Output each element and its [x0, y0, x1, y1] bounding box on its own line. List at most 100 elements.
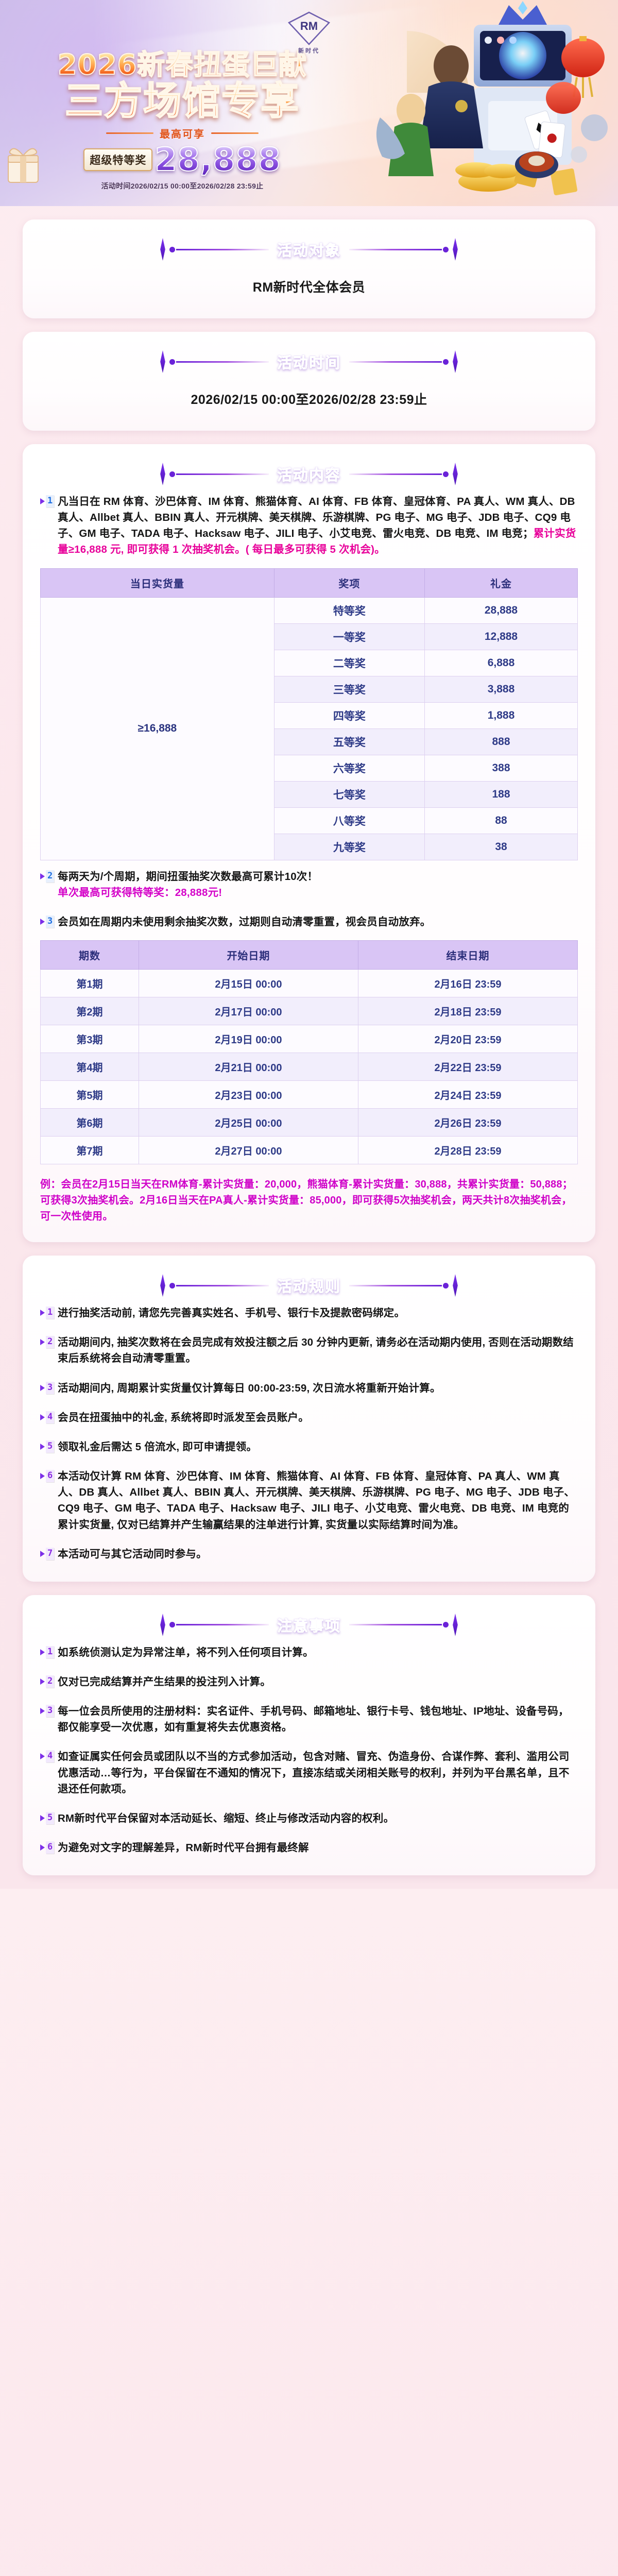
prize-name-cell: 二等奖	[273, 649, 425, 676]
notice-item: 3 每一位会员所使用的注册材料：实名证件、手机号码、邮箱地址、银行卡号、钱包地址、…	[40, 1703, 578, 1735]
dot-right-icon	[443, 1282, 449, 1289]
triangle-bullet-icon	[40, 1473, 45, 1480]
rule-right	[349, 361, 442, 363]
super-prize-amount: 28,888	[154, 141, 281, 179]
dot-right-icon	[443, 471, 449, 477]
triangle-bullet-icon	[40, 873, 45, 879]
rule-right	[349, 1624, 442, 1626]
table-row: 第6期 2月25日 00:00 2月26日 23:59	[40, 1108, 578, 1137]
period-end-cell: 2月20日 23:59	[357, 1025, 578, 1054]
diamond-left-icon	[160, 350, 165, 373]
triangle-bullet-icon	[40, 1310, 45, 1316]
banner-title-block: 2026新春扭蛋巨献 三方场馆专享 最高可享 超级特等奖 28,888 活动时间…	[18, 49, 347, 191]
prize-name-cell: 三等奖	[273, 675, 425, 703]
list-marker: 1	[40, 1645, 58, 1658]
divider-right	[211, 132, 259, 134]
prize-table-header-row: 当日实货量 奖项 礼金	[40, 568, 578, 598]
period-cell: 第7期	[40, 1136, 139, 1165]
list-marker: 5	[40, 1439, 58, 1453]
rule-right	[349, 248, 442, 250]
rule-item: 3 活动期间内, 周期累计实货量仅计算每日 00:00-23:59, 次日流水将重…	[40, 1380, 578, 1396]
section-header-notices: 注意事项	[40, 1613, 578, 1636]
list-marker: 2	[40, 1334, 58, 1349]
triangle-bullet-icon	[40, 1678, 45, 1685]
table-row: 第3期 2月19日 00:00 2月20日 23:59	[40, 1025, 578, 1054]
prize-table-body: ≥16,888 特等奖 28,888 一等奖 12,888 二等奖 6,888 三等奖 3,88…	[40, 597, 578, 860]
rule-left	[176, 248, 269, 250]
item-number: 1	[46, 495, 55, 507]
svg-text:RM: RM	[300, 20, 318, 32]
period-cell: 第5期	[40, 1080, 139, 1109]
rule-item-text: 活动期间内, 周期累计实货量仅计算每日 00:00-23:59, 次日流水将重新…	[58, 1382, 441, 1394]
prize-name-cell: 七等奖	[273, 781, 425, 808]
card-audience: 活动对象 RM新时代全体会员	[23, 219, 595, 318]
notice-item-text: 如查证属实任何会员或团队以不当的方式参加活动，包含对赌、冒充、伪造身份、合谋作弊…	[58, 1751, 570, 1795]
prize-table: 当日实货量 奖项 礼金 ≥16,888 特等奖 28,888 一等奖 12,888 二等奖…	[40, 568, 578, 860]
triangle-bullet-icon	[40, 1649, 45, 1655]
period-start-cell: 2月27日 00:00	[138, 1136, 358, 1165]
period-cell: 第6期	[40, 1108, 139, 1137]
triangle-bullet-icon	[40, 1414, 45, 1420]
list-marker: 2	[40, 869, 58, 883]
diamond-right-icon	[453, 463, 458, 485]
period-table-header-end: 结束日期	[357, 940, 578, 970]
content-item-text: 会员如在周期内未使用剩余抽奖次数，过期则自动清零重置，视会员自动放弃。	[58, 916, 431, 928]
table-row: 四等奖 1,888	[41, 702, 578, 729]
dot-left-icon	[169, 359, 175, 365]
item-number: 4	[46, 1411, 55, 1423]
item-number: 2	[46, 870, 55, 883]
table-row: 第1期 2月15日 00:00 2月16日 23:59	[40, 969, 578, 998]
period-table-body: 第1期 2月15日 00:00 2月16日 23:59 第2期 2月17日 00:00 2…	[40, 969, 578, 1165]
banner-title-line2: 三方场馆专享	[18, 80, 347, 121]
list-marker: 1	[40, 1305, 58, 1319]
table-row: 第2期 2月17日 00:00 2月18日 23:59	[40, 997, 578, 1026]
rule-item: 2 活动期间内, 抽奖次数将在会员完成有效投注额之后 30 分钟内更新, 请务必在…	[40, 1334, 578, 1366]
rule-item-text: 会员在扭蛋抽中的礼金, 系统将即时派发至会员账户。	[58, 1411, 309, 1423]
list-marker: 3	[40, 1380, 58, 1394]
triangle-bullet-icon	[40, 1339, 45, 1346]
item-number: 6	[46, 1470, 55, 1483]
list-marker: 3	[40, 1703, 58, 1718]
rule-item-text: 本活动可与其它活动同时参与。	[58, 1548, 207, 1560]
prize-amount-cell: 388	[424, 754, 578, 782]
diamond-right-icon	[453, 1274, 458, 1297]
rule-left	[176, 361, 269, 363]
notice-item-text: 为避免对文字的理解差异，RM新时代平台拥有最终解	[58, 1842, 309, 1854]
item-number: 4	[46, 1750, 55, 1763]
triangle-bullet-icon	[40, 1708, 45, 1715]
notice-item-text: 仅对已完成结算并产生结果的投注列入计算。	[58, 1675, 271, 1688]
period-start-cell: 2月25日 00:00	[138, 1108, 358, 1137]
rule-left	[176, 1624, 269, 1626]
table-row: 二等奖 6,888	[41, 649, 578, 676]
dot-left-icon	[169, 471, 175, 477]
dot-left-icon	[169, 246, 175, 252]
content-item-text-highlight: 累计实货量≥16,888 元, 即可获得 1 次抽奖机会。( 每日最多可获得 5…	[58, 528, 576, 556]
notice-item-text: RM新时代平台保留对本活动延长、缩短、终止与修改活动内容的权利。	[58, 1812, 394, 1824]
list-marker: 3	[40, 914, 58, 928]
prize-name-cell: 四等奖	[273, 702, 425, 729]
period-start-cell: 2月21日 00:00	[138, 1053, 358, 1081]
item-number: 5	[46, 1440, 55, 1453]
prize-amount-cell: 6,888	[424, 649, 578, 676]
prize-name-cell: 六等奖	[273, 754, 425, 782]
time-value: 2026/02/15 00:00至2026/02/28 23:59止	[191, 393, 427, 407]
prize-amount-cell: 28,888	[424, 597, 578, 624]
content-item-text-plain: 凡当日在 RM 体育、沙巴体育、IM 体育、熊猫体育、AI 体育、FB 体育、皇…	[58, 496, 575, 540]
prize-name-cell: 五等奖	[273, 728, 425, 755]
section-title-audience: 活动对象	[269, 239, 349, 260]
prize-amount-cell: 88	[424, 807, 578, 834]
list-marker: 4	[40, 1410, 58, 1423]
period-table-header-start: 开始日期	[138, 940, 358, 970]
period-cell: 第4期	[40, 1053, 139, 1081]
period-table: 期数 开始日期 结束日期 第1期 2月15日 00:00 2月16日 23:59 第2…	[40, 940, 578, 1165]
item-number: 2	[46, 1675, 55, 1688]
notice-item: 2 仅对已完成结算并产生结果的投注列入计算。	[40, 1674, 578, 1690]
prize-table-header-qualifier: 当日实货量	[40, 568, 274, 598]
prize-name-cell: 九等奖	[273, 833, 425, 860]
prize-amount-cell: 38	[424, 833, 578, 860]
table-row: 第7期 2月27日 00:00 2月28日 23:59	[40, 1136, 578, 1165]
period-cell: 第2期	[40, 997, 139, 1026]
table-row: 五等奖 888	[41, 728, 578, 755]
diamond-right-icon	[453, 238, 458, 261]
content-item-1-wrap: 1 凡当日在 RM 体育、沙巴体育、IM 体育、熊猫体育、AI 体育、FB 体育…	[40, 494, 578, 558]
